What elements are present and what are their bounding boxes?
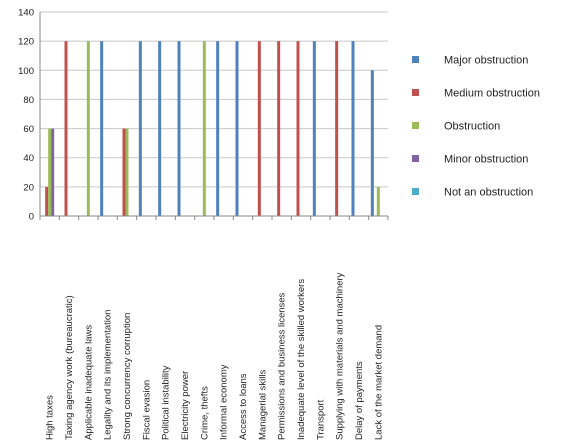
y-tick-label: 40 bbox=[23, 153, 34, 164]
bar bbox=[235, 41, 239, 217]
category-label: Access to loans bbox=[238, 373, 249, 440]
axes bbox=[39, 12, 389, 220]
category-label: Informal economy bbox=[219, 364, 230, 440]
category-label: Inadequate level of the skilled workers bbox=[296, 279, 307, 440]
bar bbox=[370, 70, 374, 217]
y-tick-label: 60 bbox=[23, 124, 34, 135]
bars bbox=[45, 41, 380, 217]
y-tick-label: 100 bbox=[18, 66, 34, 77]
bar bbox=[138, 41, 142, 217]
y-tick-label: 80 bbox=[23, 95, 34, 106]
category-label: High taxes bbox=[45, 395, 56, 440]
category-label: Political instability bbox=[161, 365, 172, 440]
bar bbox=[202, 41, 206, 217]
bar bbox=[86, 41, 90, 217]
bar bbox=[64, 41, 68, 217]
y-tick-label: 140 bbox=[18, 8, 34, 19]
category-label: Managerial skills bbox=[257, 370, 268, 440]
legend-swatch bbox=[412, 188, 419, 195]
category-label: Applicable inadequate laws bbox=[83, 325, 94, 440]
legend-label: Medium obstruction bbox=[444, 88, 540, 100]
bar bbox=[122, 128, 126, 216]
bar bbox=[45, 186, 49, 216]
legend-label: Major obstruction bbox=[444, 55, 528, 67]
bar bbox=[100, 41, 104, 217]
category-label: Fiscal evasion bbox=[141, 380, 152, 440]
y-tick-label: 20 bbox=[23, 182, 34, 193]
category-label: Taxing agency work (bureaucratic) bbox=[64, 295, 75, 440]
bar bbox=[277, 41, 281, 217]
category-label: Permissions and business licenses bbox=[277, 292, 288, 440]
bar bbox=[335, 41, 339, 217]
bar bbox=[376, 186, 380, 216]
bar bbox=[177, 41, 181, 217]
bar bbox=[351, 41, 355, 217]
legend-swatch bbox=[412, 155, 419, 162]
category-label: Transport bbox=[315, 399, 326, 440]
bar bbox=[158, 41, 162, 217]
category-label: Crime, thefts bbox=[199, 386, 210, 440]
bar bbox=[216, 41, 220, 217]
bar bbox=[312, 41, 316, 217]
y-tick-labels: 0 20 40 60 80 100 120 140 bbox=[18, 8, 34, 223]
legend-label: Obstruction bbox=[444, 121, 500, 133]
legend-label: Minor obstruction bbox=[444, 154, 528, 166]
bar bbox=[51, 128, 55, 216]
bar bbox=[257, 41, 261, 217]
y-tick-label: 120 bbox=[18, 37, 34, 48]
category-label: Lack of the market demand bbox=[373, 325, 384, 440]
category-label: Legality and its implementation bbox=[103, 310, 114, 440]
y-tick-label: 0 bbox=[29, 212, 34, 223]
legend-swatch bbox=[412, 56, 419, 63]
category-labels: High taxes Taxing agency work (bureaucrat… bbox=[45, 272, 385, 440]
bar bbox=[125, 128, 129, 216]
category-label: Supplying with materials and machinery bbox=[335, 272, 346, 440]
legend-label: Not an obstruction bbox=[444, 187, 533, 199]
category-label: Electricity power bbox=[180, 371, 191, 440]
legend-swatch bbox=[412, 122, 419, 129]
category-label: Delay of payments bbox=[354, 361, 365, 440]
category-label: Strong concurrency corruption bbox=[122, 313, 133, 440]
bar bbox=[296, 41, 300, 217]
bar bbox=[48, 128, 52, 216]
legend: Major obstruction Medium obstruction Obstr… bbox=[412, 55, 540, 199]
gridlines bbox=[40, 11, 388, 188]
legend-swatch bbox=[412, 89, 419, 96]
